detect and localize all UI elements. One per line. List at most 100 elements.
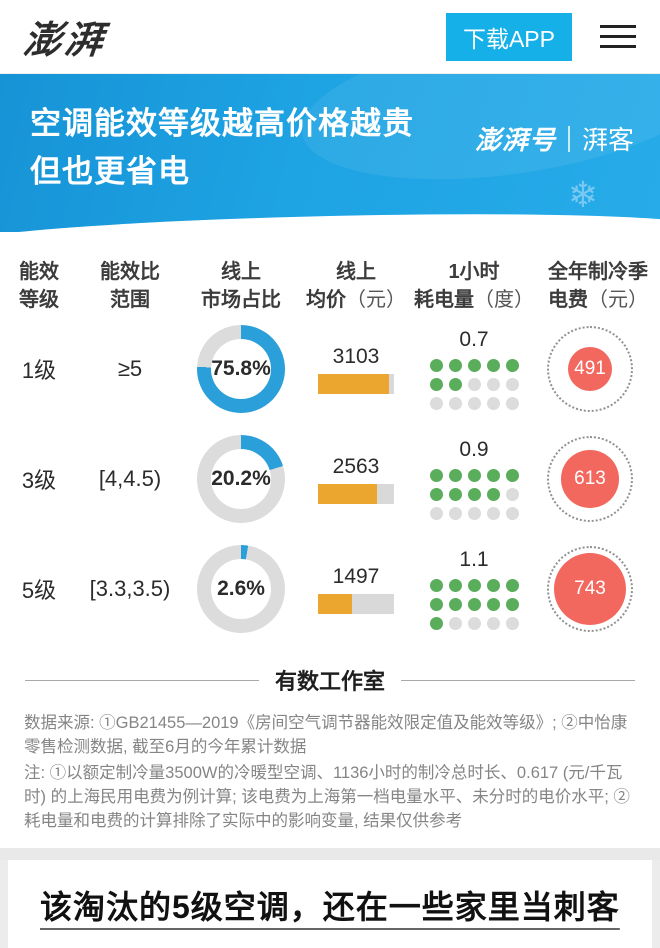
studio-name: 有数工作室 (275, 669, 386, 694)
kwh-dot-filled (486, 469, 500, 482)
kwh-dot-filled (467, 579, 481, 592)
kwh-dot-filled (467, 359, 481, 372)
eer-range: [4,4.5) (98, 466, 162, 491)
market-share-donut: 20.2% (182, 435, 300, 523)
data-source-text: 数据来源: ①GB21455—2019《房间空气调节器能效限定值及能效等级》; … (24, 714, 628, 756)
share-value: 2.6% (217, 577, 265, 600)
kwh-dot-filled (505, 598, 519, 611)
kwh-dot-filled (429, 488, 443, 501)
paike-logo: 湃客 (581, 126, 634, 156)
eer-range: ≥5 (117, 356, 143, 381)
price-value: 2563 (332, 454, 380, 478)
kwh-dot-filled (467, 488, 481, 501)
kwh-value: 0.7 (459, 328, 489, 351)
kwh-value: 0.9 (459, 438, 489, 461)
divider-line-right (401, 679, 636, 681)
brand-logos: 澎湃号 湃客 (475, 120, 634, 157)
table-row: 5级 [3.3,3.5) 2.6% 1497 1.1 743 (0, 534, 660, 644)
kwh-dot-empty (467, 378, 481, 391)
kwh-value: 1.1 (459, 548, 489, 571)
kwh-dot-empty (467, 397, 481, 410)
power-dot-grid: 0.7 (412, 328, 536, 410)
infographic-banner: 空调能效等级越高价格越贵 但也更省电 澎湃号 湃客 ❄ (0, 74, 660, 232)
kwh-dot-empty (467, 507, 481, 520)
kwh-dot-filled (467, 598, 481, 611)
col-header-range: 能效比 范围 (100, 261, 160, 311)
avg-price-bar: 2563 (300, 455, 412, 504)
kwh-dot-filled (448, 378, 462, 391)
hamburger-menu-icon[interactable] (600, 18, 636, 55)
kwh-dot-empty (448, 397, 462, 410)
share-value: 20.2% (211, 467, 271, 490)
kwh-dot-empty (448, 507, 462, 520)
share-value: 75.8% (211, 357, 271, 380)
power-dot-grid: 0.9 (412, 438, 536, 520)
avg-price-bar: 3103 (300, 345, 412, 394)
cost-value: 743 (554, 553, 626, 625)
price-value: 3103 (332, 344, 380, 368)
pengpaihao-logo: 澎湃号 (474, 125, 556, 155)
kwh-dot-filled (486, 359, 500, 372)
kwh-dot-filled (448, 359, 462, 372)
kwh-dot-filled (429, 359, 443, 372)
kwh-dot-empty (505, 378, 519, 391)
cost-value: 491 (568, 347, 612, 391)
avg-price-bar: 1497 (300, 565, 412, 614)
col-header-level: 能效 等级 (19, 261, 59, 311)
table-row: 3级 [4,4.5) 20.2% 2563 0.9 613 (0, 424, 660, 534)
kwh-dot-filled (429, 469, 443, 482)
kwh-dot-filled (429, 378, 443, 391)
studio-divider: 有数工作室 (0, 664, 660, 696)
kwh-dot-filled (486, 598, 500, 611)
price-value: 1497 (332, 564, 380, 588)
calculation-note-text: 注: ①以额定制冷量3500W的冷暖型空调、1136小时的制冷总时长、0.617… (24, 763, 630, 830)
article-headline-section: 该淘汰的5级空调，还在一些家里当刺客 (0, 859, 660, 948)
thepaper-logo[interactable]: 澎湃 (21, 17, 109, 62)
efficiency-level: 1级 (21, 358, 57, 383)
snowflake-icon: ❄ (567, 174, 598, 215)
market-share-donut: 75.8% (182, 325, 300, 413)
article-headline-link[interactable]: 该淘汰的5级空调，还在一些家里当刺客 (40, 888, 620, 925)
banner-title-line2: 但也更省电 (30, 154, 190, 190)
kwh-dot-empty (448, 617, 462, 630)
annual-cost-circle: 743 (528, 546, 652, 632)
kwh-dot-empty (486, 397, 500, 410)
kwh-dot-filled (429, 617, 443, 630)
kwh-dot-empty (429, 397, 443, 410)
kwh-dot-empty (505, 507, 519, 520)
col-header-share: 线上 市场占比 (201, 261, 281, 311)
annual-cost-circle: 491 (528, 326, 652, 412)
kwh-dot-filled (486, 488, 500, 501)
kwh-dot-filled (448, 488, 462, 501)
table-row: 1级 ≥5 75.8% 3103 0.7 491 (0, 314, 660, 424)
kwh-dot-filled (448, 598, 462, 611)
col-header-kwh: 1小时 耗电量（度） (414, 261, 534, 311)
brand-divider (567, 125, 570, 152)
kwh-dot-empty (505, 397, 519, 410)
efficiency-level: 5级 (21, 578, 57, 603)
kwh-dot-empty (505, 617, 519, 630)
kwh-dot-filled (486, 579, 500, 592)
kwh-dot-empty (505, 488, 519, 501)
eer-range: [3.3,3.5) (89, 576, 171, 601)
cost-value: 613 (561, 450, 619, 508)
kwh-dot-empty (467, 617, 481, 630)
col-header-cost: 全年制冷季 电费（元） (548, 261, 648, 311)
download-app-button[interactable]: 下载APP (445, 12, 572, 61)
kwh-dot-filled (448, 469, 462, 482)
kwh-dot-filled (505, 469, 519, 482)
kwh-dot-empty (429, 507, 443, 520)
table-header-row: 能效 等级 能效比 范围 线上 市场占比 线上 均价（元） 1小时 耗电量（度） 全年制冷… (0, 232, 660, 314)
kwh-dot-filled (505, 579, 519, 592)
kwh-dot-filled (429, 598, 443, 611)
top-bar: 澎湃 下载APP (0, 0, 660, 74)
kwh-dot-empty (486, 378, 500, 391)
annual-cost-circle: 613 (528, 436, 652, 522)
kwh-dot-empty (486, 507, 500, 520)
divider-line-left (25, 679, 259, 681)
kwh-dot-filled (429, 579, 443, 592)
efficiency-level: 3级 (21, 468, 57, 493)
kwh-dot-filled (505, 359, 519, 372)
kwh-dot-filled (448, 579, 462, 592)
